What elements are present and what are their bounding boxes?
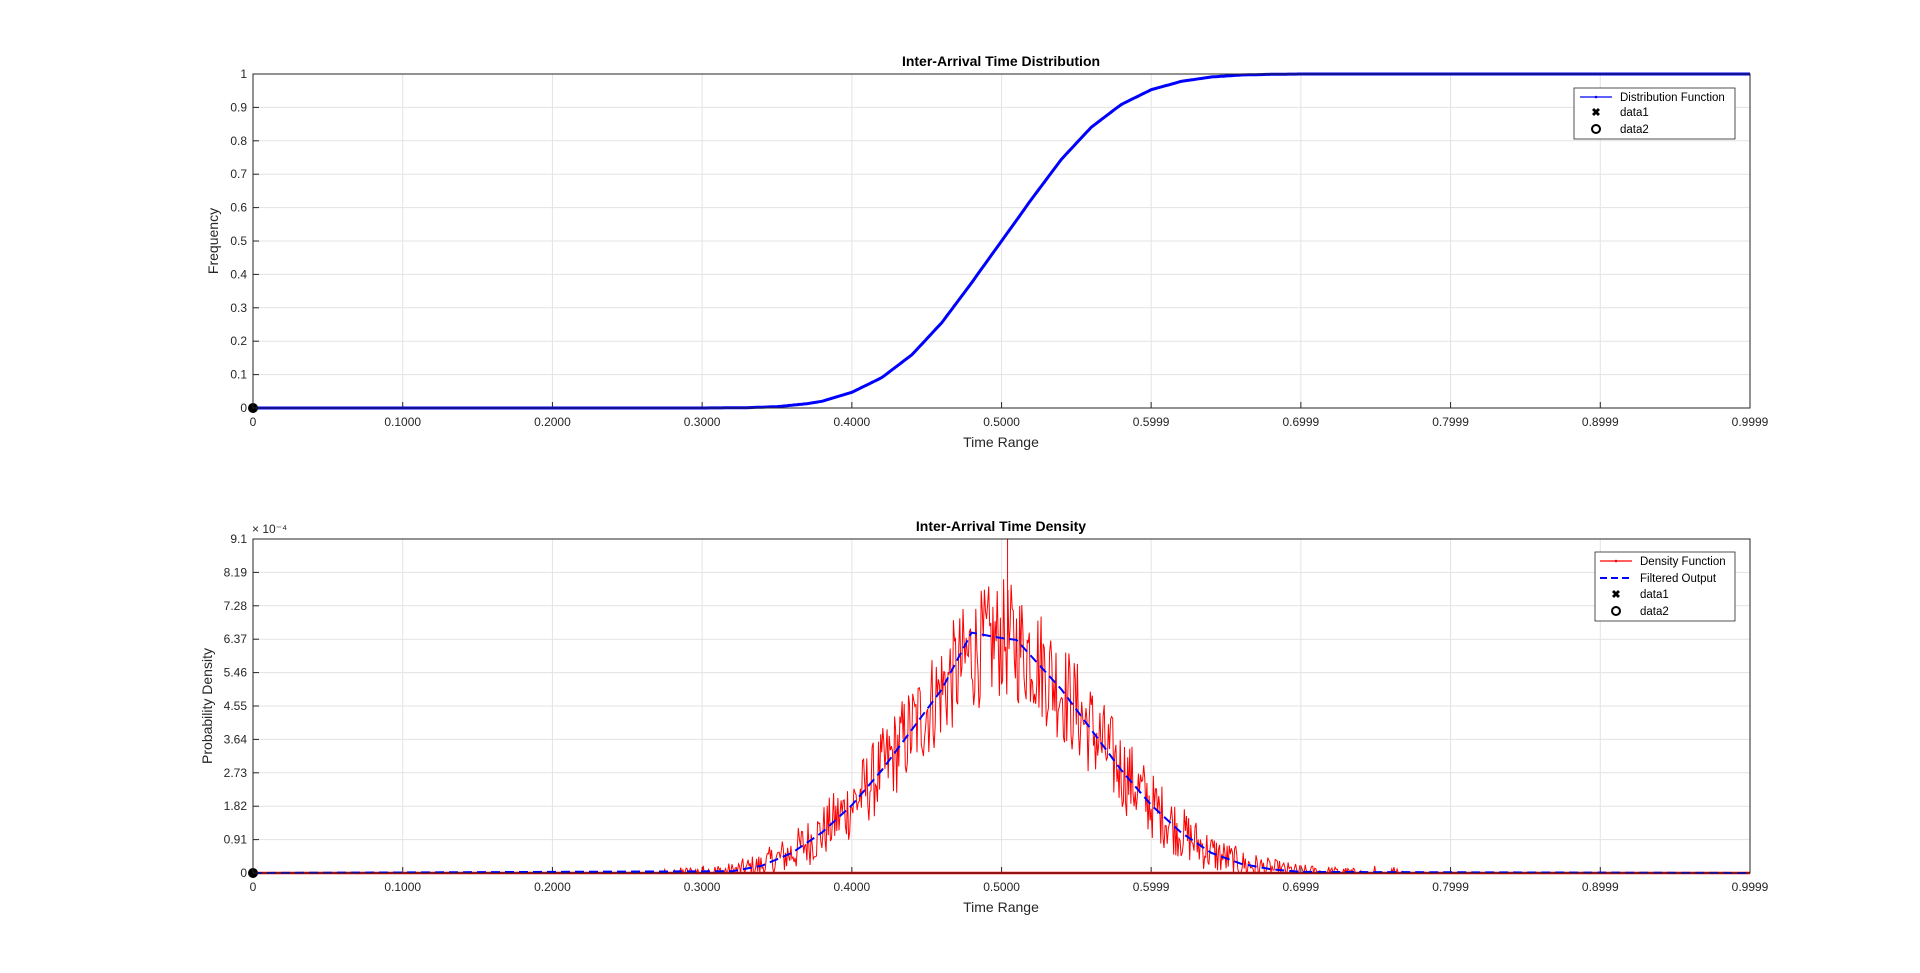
y-tick-label: 8.19	[224, 565, 248, 579]
y-tick-label: 0	[240, 866, 247, 880]
y-tick-label: 1.82	[224, 799, 248, 813]
y-axis-label: Probability Density	[199, 648, 215, 764]
chart-title: Inter-Arrival Time Density	[916, 518, 1086, 534]
legend-point-swatch	[1614, 559, 1618, 563]
y-tick-label: 3.64	[224, 732, 248, 746]
axes-frame	[252, 538, 1751, 874]
legend-entry: data2	[1640, 606, 1669, 618]
y-axis-label: Frequency	[205, 208, 221, 274]
x-tick-label: 0.5000	[983, 880, 1020, 894]
y-tick-label: 0.2	[230, 334, 247, 348]
axes-frame	[252, 73, 1751, 409]
x-tick-label: 0.1000	[384, 415, 421, 429]
legend-box	[1594, 551, 1736, 622]
tick-labels: 0 0.1000 0.2000 0.3000 0.4000 0.5000 0.5999 0.6…	[224, 532, 1769, 894]
x-marker-icon: ✖	[1591, 107, 1600, 119]
y-tick-label: 1	[240, 67, 247, 81]
x-tick-label: 0.3000	[684, 415, 721, 429]
y-tick-label: 0.1	[230, 368, 247, 382]
x-marker-icon: ✖	[1611, 589, 1620, 601]
x-axis-label: Time Range	[963, 434, 1039, 450]
x-tick-label: 0.2000	[534, 415, 571, 429]
legend[interactable]: Density Function Filtered Output ✖ data1…	[1594, 551, 1736, 622]
x-tick-label: 0.8999	[1582, 880, 1619, 894]
x-tick-label: 0.7999	[1432, 880, 1469, 894]
x-tick-label: 0.8999	[1582, 415, 1619, 429]
filtered-output-line	[252, 631, 1751, 874]
y-tick-label: 0.5	[230, 234, 247, 248]
y-tick-label: 6.37	[224, 632, 248, 646]
y-tick-label: 0.91	[224, 833, 248, 847]
y-tick-label: 2.73	[224, 766, 248, 780]
legend-entry: Distribution Function	[1620, 92, 1725, 104]
x-tick-label: 0.3000	[684, 880, 721, 894]
x-tick-label: 0	[250, 880, 257, 894]
legend[interactable]: Distribution Function ✖ data1 data2	[1573, 87, 1736, 140]
y-tick-label: 9.1	[230, 532, 247, 546]
y-tick-label: 0.7	[230, 167, 247, 181]
legend-entry: data2	[1620, 124, 1649, 136]
distribution-axes: 0 0.1000 0.2000 0.3000 0.4000 0.5000 0.5999 0.6…	[205, 53, 1769, 450]
x-tick-label: 0.4000	[834, 880, 871, 894]
tick-labels: 0 0.1000 0.2000 0.3000 0.4000 0.5000 0.5999 0.6…	[230, 67, 1768, 429]
y-tick-label: 7.28	[224, 599, 248, 613]
circle-marker-icon	[1611, 606, 1621, 616]
x-tick-label: 0.6999	[1283, 415, 1320, 429]
circle-marker-icon	[1591, 124, 1601, 134]
y-exponent-label: × 10⁻⁴	[252, 522, 287, 536]
x-tick-label: 0.5999	[1133, 880, 1170, 894]
legend-entry: data1	[1620, 107, 1649, 119]
chart-title: Inter-Arrival Time Distribution	[902, 53, 1100, 69]
x-tick-label: 0.7999	[1432, 415, 1469, 429]
x-tick-label: 0.5999	[1133, 415, 1170, 429]
y-tick-label: 4.55	[224, 699, 248, 713]
y-tick-label: 0.4	[230, 267, 247, 281]
x-axis-label: Time Range	[963, 899, 1039, 915]
y-tick-label: 0	[240, 401, 247, 415]
legend-entry: data1	[1640, 589, 1669, 601]
x-tick-label: 0	[250, 415, 257, 429]
density-axes: 0 0.1000 0.2000 0.3000 0.4000 0.5000 0.5999 0.6…	[199, 518, 1769, 915]
legend-entry: Density Function	[1640, 556, 1726, 568]
x-tick-label: 0.9999	[1732, 415, 1769, 429]
y-tick-label: 0.6	[230, 201, 247, 215]
legend-point-swatch	[1594, 95, 1598, 99]
x-tick-label: 0.5000	[983, 415, 1020, 429]
y-tick-label: 5.46	[224, 666, 248, 680]
x-tick-label: 0.2000	[534, 880, 571, 894]
x-tick-label: 0.1000	[384, 880, 421, 894]
x-tick-label: 0.9999	[1732, 880, 1769, 894]
y-tick-label: 0.9	[230, 100, 247, 114]
y-tick-label: 0.8	[230, 134, 247, 148]
x-tick-label: 0.6999	[1283, 880, 1320, 894]
y-tick-label: 0.3	[230, 301, 247, 315]
x-tick-label: 0.4000	[834, 415, 871, 429]
legend-entry: Filtered Output	[1640, 573, 1717, 585]
